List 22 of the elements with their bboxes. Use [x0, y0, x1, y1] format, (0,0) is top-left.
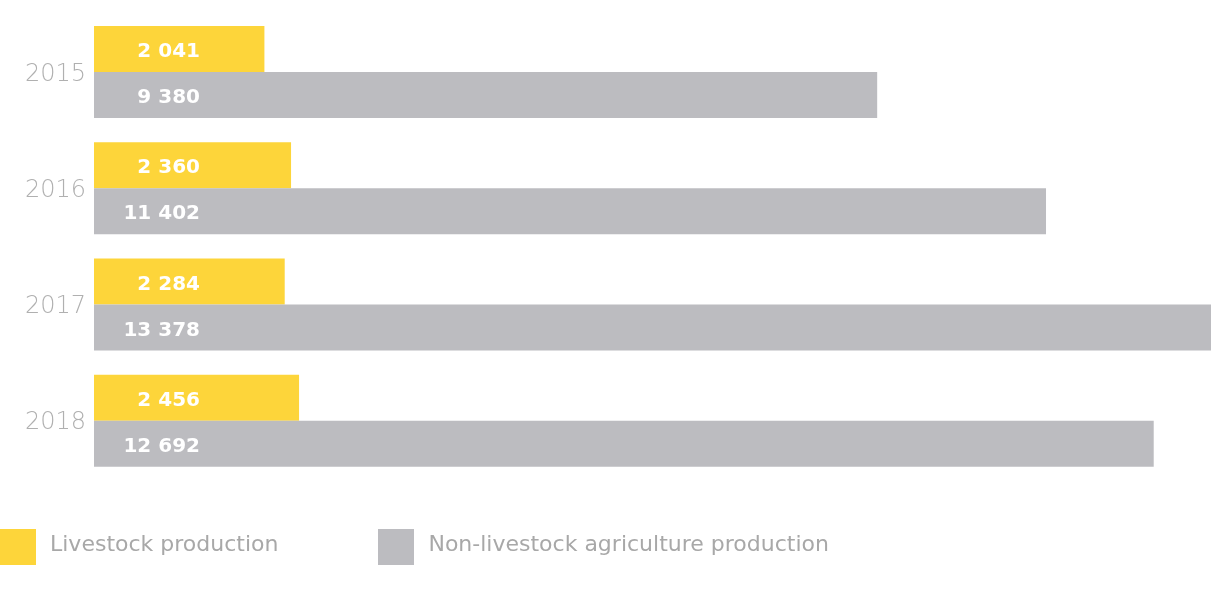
y-tick-label: 2016: [24, 174, 86, 203]
data-label: 2 456: [137, 386, 200, 411]
bar: [94, 304, 1211, 351]
data-label: 2 360: [137, 154, 200, 179]
bar: [94, 258, 285, 305]
bar: [94, 26, 265, 72]
y-tick-label: 2018: [24, 407, 86, 436]
data-label: 9 380: [137, 84, 200, 108]
data-label: 13 378: [123, 316, 200, 341]
legend-label: Livestock production: [50, 530, 279, 556]
data-label: 11 402: [123, 200, 200, 225]
bar: [94, 374, 300, 421]
bar: [94, 72, 878, 118]
bar: [94, 142, 292, 189]
data-label: 2 041: [137, 38, 200, 62]
y-tick-label: 2015: [24, 58, 86, 87]
legend-label: Non-livestock agriculture production: [428, 530, 829, 556]
bar: [94, 420, 1154, 467]
data-label: 12 692: [123, 432, 200, 457]
bar: [94, 188, 1047, 235]
y-tick-label: 2017: [24, 291, 86, 320]
data-label: 2 284: [137, 270, 200, 295]
